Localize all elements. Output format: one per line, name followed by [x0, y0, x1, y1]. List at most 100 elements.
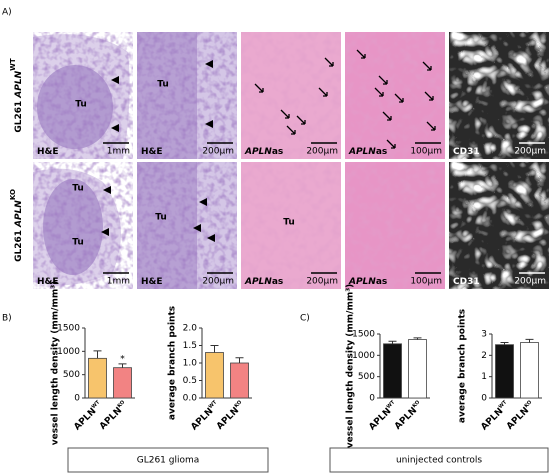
tumor-label: Tu [157, 80, 169, 90]
stain-label: APLNas [244, 277, 283, 287]
category-superscript: WT [90, 399, 101, 410]
stain-part: CD31 [453, 277, 480, 287]
category-superscript: KO [233, 399, 243, 409]
error-bar [413, 337, 422, 340]
texture [137, 32, 237, 159]
texture [345, 32, 445, 159]
scale-label: 1mm [107, 147, 130, 157]
y-tick-label: 1 [481, 372, 487, 382]
texture [33, 162, 133, 289]
y-axis-title: average branch points [168, 306, 178, 420]
texture [345, 162, 445, 289]
stain-part: as [272, 277, 283, 287]
arrow [280, 109, 290, 119]
stain-part: as [272, 147, 283, 157]
category-superscript: KO [523, 399, 533, 409]
row-label-gene: APLN [14, 70, 24, 98]
stain-part: as [376, 277, 387, 287]
y-tick-label: 0 [481, 394, 487, 404]
micrograph: Tu H&E 200µm [137, 162, 237, 289]
arrowhead [111, 76, 119, 84]
micrograph: Tu Tu H&E 1mm [33, 162, 133, 289]
scale-label: 100µm [410, 147, 442, 157]
error-bar [235, 357, 244, 363]
texture [241, 162, 341, 289]
arrow [296, 115, 306, 125]
stain-label: H&E [141, 277, 163, 287]
x-tick-label: APLNKO [97, 399, 129, 431]
x-tick-label: APLNKO [392, 399, 424, 431]
scale-label: 200µm [202, 277, 234, 287]
arrowhead [205, 120, 213, 128]
tumor-label: Tu [75, 100, 87, 110]
stain-part: APLN [348, 277, 376, 287]
group-box [329, 447, 549, 473]
tumor-label: Tu [72, 184, 84, 194]
significance: * [120, 354, 125, 364]
y-tick-label: 1.5 [183, 341, 197, 351]
y-tick-label: 1500 [352, 330, 375, 340]
scale-label: 200µm [306, 147, 338, 157]
arrow [356, 49, 366, 59]
arrow [394, 93, 404, 103]
error-bar [525, 338, 534, 343]
panel-letter: A) [2, 8, 12, 18]
y-tick-label: 500 [63, 370, 80, 380]
scale-label: 200µm [306, 277, 338, 287]
stain-part: H&E [141, 277, 163, 287]
y-tick-label: 0.0 [183, 394, 198, 404]
stain-part: APLN [244, 277, 272, 287]
x-tick-label: APLNKO [504, 399, 536, 431]
stain-label: H&E [37, 147, 59, 157]
group-box [67, 447, 269, 473]
row-label-genotype: WT [9, 58, 17, 71]
stain-label: H&E [37, 277, 59, 287]
bar [495, 344, 514, 399]
stain-label: APLNas [348, 277, 387, 287]
texture [449, 32, 549, 159]
scale-label: 100µm [410, 277, 442, 287]
group-label: GL261 glioma [137, 456, 200, 466]
group-label: uninjected controls [396, 456, 482, 466]
arrow [382, 111, 392, 121]
arrow [422, 61, 432, 71]
micrograph: APLNas 100µm [345, 162, 445, 289]
texture [137, 162, 237, 289]
arrow [378, 75, 388, 85]
y-axis-title: vessel length density (mm/mm³) [51, 281, 61, 446]
y-tick-label: 1500 [57, 324, 80, 334]
bar [205, 352, 224, 399]
y-tick-label: 0 [74, 394, 80, 404]
stain-part: CD31 [453, 147, 480, 157]
y-tick-label: 2 [481, 351, 487, 361]
stain-part: H&E [37, 147, 59, 157]
stain-part: APLN [348, 147, 376, 157]
arrow [324, 57, 334, 67]
arrowhead [111, 124, 119, 132]
row-label-genotype: KO [9, 189, 17, 200]
arrow [318, 87, 328, 97]
error-bar [500, 342, 509, 345]
bar [230, 362, 249, 399]
stain-label: CD31 [453, 277, 480, 287]
texture [33, 32, 133, 159]
category-superscript: KO [411, 399, 421, 409]
arrow [286, 125, 296, 135]
y-tick-label: 1.0 [183, 359, 198, 369]
y-tick-label: 0.5 [183, 376, 197, 386]
category-superscript: WT [497, 399, 508, 410]
tumor-label: Tu [72, 238, 84, 248]
scale-label: 200µm [514, 147, 546, 157]
arrow [386, 139, 396, 149]
stain-label: H&E [141, 147, 163, 157]
micrograph: APLNas 100µm [345, 32, 445, 159]
bar [383, 343, 402, 399]
bar [113, 367, 132, 399]
arrowhead [101, 228, 109, 236]
error-bar [118, 363, 127, 368]
bar [408, 339, 427, 399]
micrograph: Tu H&E 1mm [33, 32, 133, 160]
y-tick-label: 500 [358, 372, 375, 382]
y-tick-label: 1000 [57, 347, 80, 357]
stain-part: as [376, 147, 387, 157]
